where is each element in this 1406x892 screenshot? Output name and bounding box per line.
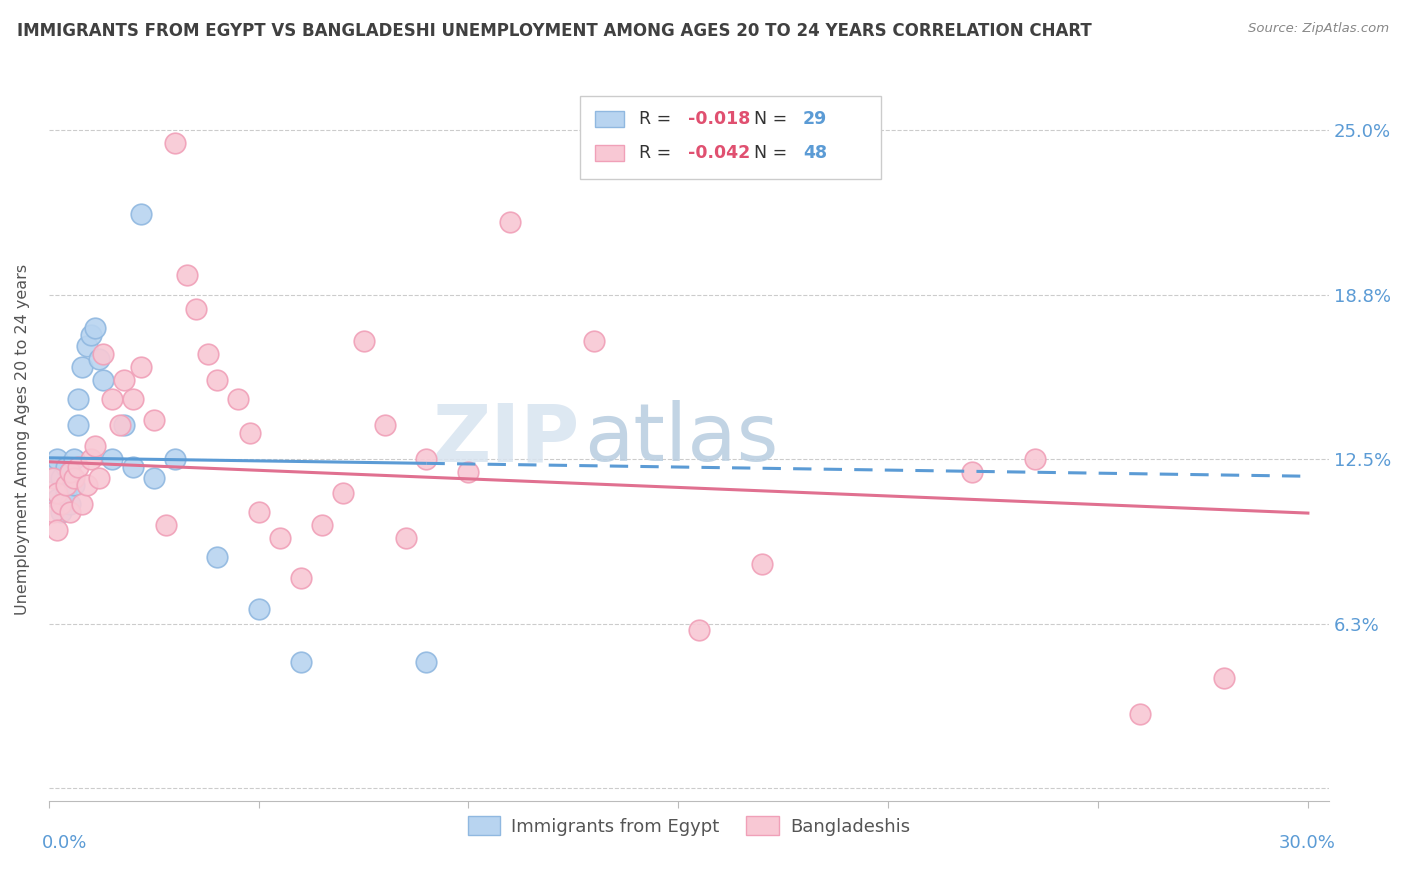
- Text: N =: N =: [754, 111, 793, 128]
- Point: [80, 328, 103, 343]
- Point: [46, 523, 69, 537]
- Point: [55, 460, 77, 475]
- Point: [91, 373, 114, 387]
- Text: -0.042: -0.042: [688, 145, 749, 162]
- Text: IMMIGRANTS FROM EGYPT VS BANGLADESHI UNEMPLOYMENT AMONG AGES 20 TO 24 YEARS CORR: IMMIGRANTS FROM EGYPT VS BANGLADESHI UNE…: [17, 22, 1091, 40]
- Point: [63, 478, 86, 492]
- Point: [51, 505, 73, 519]
- Point: [55, 478, 77, 492]
- Point: [373, 417, 395, 432]
- Point: [55, 486, 77, 500]
- Point: [91, 347, 114, 361]
- Point: [353, 334, 375, 348]
- Point: [197, 347, 219, 361]
- Text: Source: ZipAtlas.com: Source: ZipAtlas.com: [1249, 22, 1389, 36]
- Point: [129, 359, 152, 374]
- Legend: Immigrants from Egypt, Bangladeshis: Immigrants from Egypt, Bangladeshis: [461, 809, 917, 843]
- Text: N =: N =: [754, 145, 793, 162]
- Text: -0.018: -0.018: [688, 111, 749, 128]
- Point: [415, 452, 437, 467]
- Point: [84, 320, 107, 334]
- Text: atlas: atlas: [583, 401, 779, 478]
- Point: [59, 465, 82, 479]
- Point: [121, 392, 143, 406]
- FancyBboxPatch shape: [595, 145, 623, 161]
- Point: [42, 470, 65, 484]
- Point: [247, 505, 270, 519]
- Point: [688, 624, 710, 638]
- Point: [67, 392, 90, 406]
- Point: [751, 558, 773, 572]
- Point: [269, 531, 291, 545]
- Text: 29: 29: [803, 111, 827, 128]
- Point: [1129, 707, 1152, 722]
- Text: ZIP: ZIP: [433, 401, 581, 478]
- Point: [112, 417, 135, 432]
- Text: 0.0%: 0.0%: [42, 834, 87, 852]
- Point: [67, 460, 90, 475]
- Point: [163, 136, 186, 151]
- Point: [457, 465, 479, 479]
- Text: R =: R =: [638, 111, 676, 128]
- Point: [63, 470, 86, 484]
- Point: [1213, 671, 1236, 685]
- Point: [163, 452, 186, 467]
- Point: [46, 452, 69, 467]
- Point: [42, 465, 65, 479]
- Point: [80, 452, 103, 467]
- Point: [311, 517, 333, 532]
- Point: [76, 339, 98, 353]
- Point: [108, 417, 131, 432]
- Point: [205, 373, 228, 387]
- Point: [112, 373, 135, 387]
- FancyBboxPatch shape: [595, 112, 623, 128]
- Point: [960, 465, 983, 479]
- Point: [239, 425, 262, 440]
- Point: [332, 486, 354, 500]
- Point: [142, 412, 165, 426]
- Point: [72, 359, 94, 374]
- Text: 48: 48: [803, 145, 827, 162]
- Point: [155, 517, 177, 532]
- Point: [142, 470, 165, 484]
- Point: [290, 655, 312, 669]
- Point: [87, 470, 110, 484]
- Point: [42, 505, 65, 519]
- Point: [67, 417, 90, 432]
- Point: [87, 352, 110, 367]
- Point: [46, 486, 69, 500]
- Point: [51, 497, 73, 511]
- Y-axis label: Unemployment Among Ages 20 to 24 years: Unemployment Among Ages 20 to 24 years: [15, 264, 30, 615]
- Point: [290, 571, 312, 585]
- Point: [226, 392, 249, 406]
- Point: [247, 602, 270, 616]
- Point: [51, 470, 73, 484]
- Point: [84, 439, 107, 453]
- Point: [59, 497, 82, 511]
- Point: [129, 207, 152, 221]
- Point: [583, 334, 606, 348]
- Point: [1024, 452, 1046, 467]
- Point: [394, 531, 416, 545]
- Point: [121, 460, 143, 475]
- Point: [100, 452, 122, 467]
- FancyBboxPatch shape: [581, 95, 880, 178]
- Text: 30.0%: 30.0%: [1278, 834, 1336, 852]
- Point: [76, 478, 98, 492]
- Point: [415, 655, 437, 669]
- Point: [63, 452, 86, 467]
- Text: R =: R =: [638, 145, 676, 162]
- Point: [72, 497, 94, 511]
- Point: [176, 268, 198, 282]
- Point: [59, 465, 82, 479]
- Point: [205, 549, 228, 564]
- Point: [184, 302, 207, 317]
- Point: [59, 505, 82, 519]
- Point: [46, 491, 69, 506]
- Point: [100, 392, 122, 406]
- Point: [499, 215, 522, 229]
